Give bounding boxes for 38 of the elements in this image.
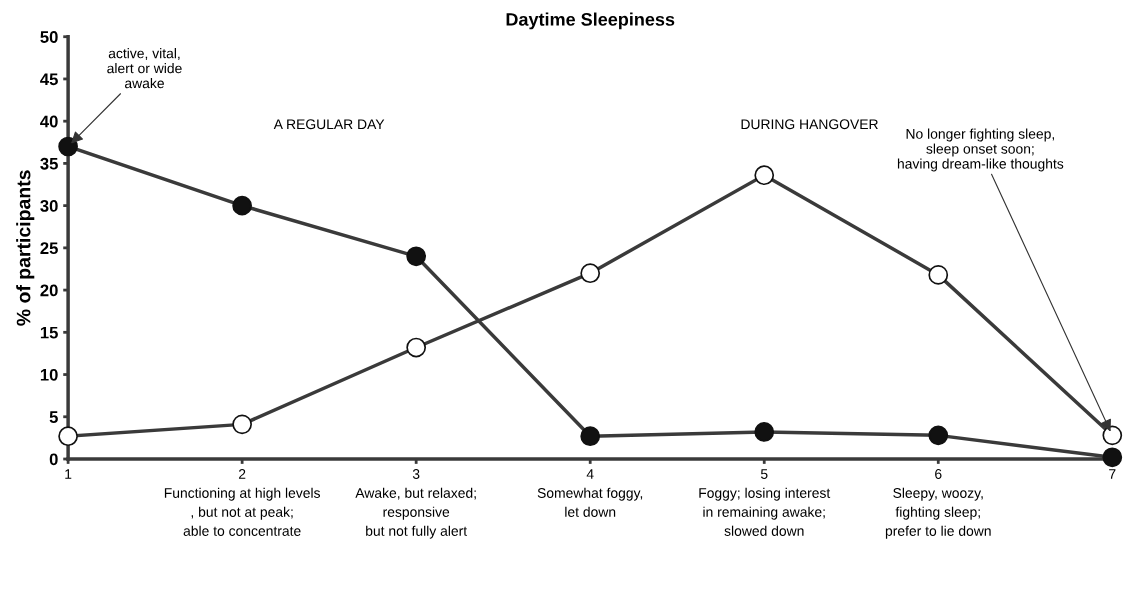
y-tick-label: 10: [40, 368, 58, 381]
y-tick-label: 15: [40, 326, 58, 339]
point: [1102, 425, 1123, 446]
point: [754, 422, 775, 442]
point: [58, 136, 78, 157]
x-tick-label: 2 Functioning at high levels , but not at peak; able to concentrate: [164, 469, 320, 536]
y-tick-label: 30: [40, 200, 58, 212]
x-tick-label: 3 Awake, but relaxed; responsive but not fully alert: [355, 469, 476, 539]
point: [232, 195, 252, 216]
y-tick-label: 20: [40, 284, 58, 297]
chart-title: Daytime Sleepiness: [506, 12, 675, 30]
point: [928, 265, 949, 285]
y-tick-label: 35: [40, 157, 58, 170]
point: [406, 337, 427, 358]
x-tick-label: 7: [1109, 469, 1116, 479]
point: [232, 414, 252, 435]
annotation: DURING HANGOVER: [741, 119, 878, 130]
y-tick-label: 50: [40, 31, 58, 43]
y-tick-label: 25: [40, 242, 58, 255]
point: [580, 426, 601, 447]
point: [580, 263, 601, 284]
x-tick-label: 1: [65, 469, 72, 479]
y-tick-label: 0: [49, 453, 58, 466]
annotation: No longer fighting sleep, sleep onset soon; having dream-like thoughts: [897, 128, 1064, 172]
x-tick-label: 6 Sleepy, woozy, fighting sleep; prefer to lie down: [885, 469, 991, 539]
y-tick-label: 40: [40, 115, 58, 128]
annotation: A REGULAR DAY: [273, 119, 385, 130]
point: [1102, 447, 1123, 468]
y-axis-title: % of participants: [16, 170, 35, 326]
x-tick-label: 5 Foggy; losing interest in remaining awake; slowed down: [699, 469, 831, 536]
y-tick-label: 45: [40, 73, 58, 86]
annotation: active, vital, alert or wide awake: [107, 48, 182, 89]
y-tick-label: 5: [49, 411, 58, 423]
point: [58, 426, 78, 447]
x-tick-label: 4 Somewhat foggy, let down: [537, 469, 643, 517]
point: [406, 246, 427, 267]
point: [928, 425, 949, 446]
point: [754, 165, 775, 186]
